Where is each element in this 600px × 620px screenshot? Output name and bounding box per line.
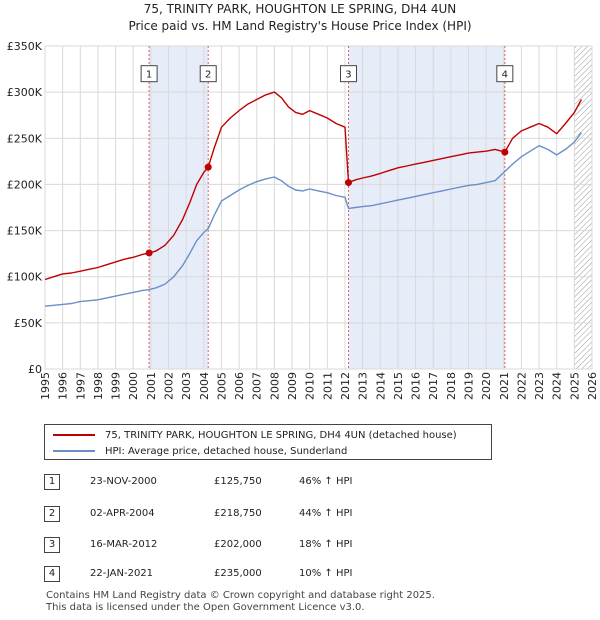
transaction-label: 3 <box>345 70 351 81</box>
y-tick-label: £350K <box>7 40 43 53</box>
x-tick-label: 2018 <box>445 372 458 400</box>
x-tick-label: 2010 <box>304 372 317 400</box>
x-tick-label: 2005 <box>215 372 228 400</box>
transaction-label-box <box>339 65 357 83</box>
footer-licence: This data is licensed under the Open Gov… <box>46 602 365 613</box>
x-tick-label: 2004 <box>198 372 211 400</box>
x-tick-label: 1997 <box>74 372 87 400</box>
x-tick-label: 2000 <box>127 372 140 400</box>
x-tick-label: 2015 <box>392 372 405 400</box>
x-tick-label: 2012 <box>339 372 352 400</box>
hpi-line <box>44 132 582 307</box>
transaction-row: 1 23-NOV-2000 £125,750 46% ↑ HPI <box>44 474 464 492</box>
x-tick-label: 2019 <box>462 372 475 400</box>
x-tick-label: 2023 <box>533 372 546 400</box>
x-tick-label: 2017 <box>427 372 440 400</box>
x-tick-label: 1996 <box>57 372 70 400</box>
transaction-price: £125,750 <box>214 476 262 487</box>
transaction-point <box>204 163 212 171</box>
label-layer: 1 2 3 4 <box>140 65 514 83</box>
legend-label-property: 75, TRINITY PARK, HOUGHTON LE SPRING, DH… <box>105 429 457 441</box>
transaction-row: 2 02-APR-2004 £218,750 44% ↑ HPI <box>44 506 464 524</box>
transaction-hpi: 44% ↑ HPI <box>299 508 353 519</box>
chart-title: 75, TRINITY PARK, HOUGHTON LE SPRING, DH… <box>143 2 457 16</box>
x-tick-label: 2002 <box>163 372 176 400</box>
shade-layer <box>149 46 592 369</box>
series-layer <box>44 91 583 307</box>
x-tick-label: 2008 <box>268 372 281 400</box>
transaction-label: 4 <box>502 70 508 81</box>
footer-copyright: Contains HM Land Registry data © Crown c… <box>46 590 435 601</box>
x-tick-label: 2014 <box>374 372 387 400</box>
transaction-badge: 1 <box>44 474 60 490</box>
transaction-row: 4 22-JAN-2021 £235,000 10% ↑ HPI <box>44 566 464 584</box>
legend-swatch-hpi <box>53 450 95 452</box>
x-tick-label: 1995 <box>39 372 52 400</box>
legend-item-hpi: HPI: Average price, detached house, Sund… <box>53 444 347 458</box>
y-tick-label: £150K <box>7 225 43 238</box>
transaction-date: 16-MAR-2012 <box>90 539 158 550</box>
x-tick-label: 2026 <box>586 372 599 400</box>
x-tick-label: 2001 <box>145 372 158 400</box>
transaction-row: 3 16-MAR-2012 £202,000 18% ↑ HPI <box>44 537 464 555</box>
x-tick-label: 1999 <box>110 372 123 400</box>
y-tick-label: £100K <box>7 271 43 284</box>
x-tick-label: 2003 <box>180 372 193 400</box>
x-tick-label: 2016 <box>410 372 423 400</box>
x-tick-label: 1998 <box>92 372 105 400</box>
transaction-price: £218,750 <box>214 508 262 519</box>
transaction-point <box>145 249 153 257</box>
axis-layer: £0 £50K £100K £150K £200K £250K £300K £350K 1995… <box>7 40 599 400</box>
legend: 75, TRINITY PARK, HOUGHTON LE SPRING, DH… <box>44 424 492 460</box>
transaction-badge: 3 <box>44 537 60 553</box>
transaction-date: 02-APR-2004 <box>90 508 155 519</box>
y-tick-label: £0 <box>28 363 42 376</box>
x-tick-label: 2006 <box>233 372 246 400</box>
price-chart: £0 £50K £100K £150K £200K £250K £300K £350K 1995… <box>7 40 599 400</box>
x-tick-label: 2021 <box>498 372 511 400</box>
grid-layer <box>44 45 593 370</box>
transaction-hpi: 46% ↑ HPI <box>299 476 353 487</box>
x-tick-label: 2011 <box>321 372 334 400</box>
transaction-badge: 2 <box>44 506 60 522</box>
x-tick-label: 2007 <box>251 372 264 400</box>
transaction-point <box>344 179 352 187</box>
x-tick-label: 2025 <box>568 372 581 400</box>
forecast-hatch <box>574 46 592 369</box>
transaction-price: £235,000 <box>214 568 262 579</box>
transaction-hpi: 18% ↑ HPI <box>299 539 353 550</box>
x-tick-label: 2024 <box>551 372 564 400</box>
property-price-line <box>44 91 583 281</box>
transaction-label-box <box>496 65 514 83</box>
x-tick-label: 2020 <box>480 372 493 400</box>
transaction-badge: 4 <box>44 566 60 582</box>
y-tick-label: £200K <box>7 178 43 191</box>
transaction-point <box>501 148 509 156</box>
x-tick-label: 2009 <box>286 372 299 400</box>
holding-period-shade <box>348 46 505 369</box>
legend-label-hpi: HPI: Average price, detached house, Sund… <box>105 445 348 457</box>
holding-period-shade <box>149 46 209 369</box>
legend-swatch-property <box>53 434 95 436</box>
x-tick-label: 2013 <box>357 372 370 400</box>
y-tick-label: £250K <box>7 132 43 145</box>
transaction-date: 22-JAN-2021 <box>90 568 154 579</box>
point-layer <box>145 148 509 257</box>
transaction-label-box <box>199 65 217 83</box>
legend-item-property: 75, TRINITY PARK, HOUGHTON LE SPRING, DH… <box>53 428 457 442</box>
transaction-label: 2 <box>205 70 211 81</box>
y-tick-label: £50K <box>14 317 43 330</box>
transaction-date: 23-NOV-2000 <box>90 476 157 487</box>
chart-subtitle: Price paid vs. HM Land Registry's House … <box>128 19 472 33</box>
transaction-price: £202,000 <box>214 539 262 550</box>
y-tick-label: £300K <box>7 86 43 99</box>
transaction-label: 1 <box>146 70 152 81</box>
transaction-label-box <box>140 65 158 83</box>
transaction-hpi: 10% ↑ HPI <box>299 568 353 579</box>
x-tick-label: 2022 <box>515 372 528 400</box>
